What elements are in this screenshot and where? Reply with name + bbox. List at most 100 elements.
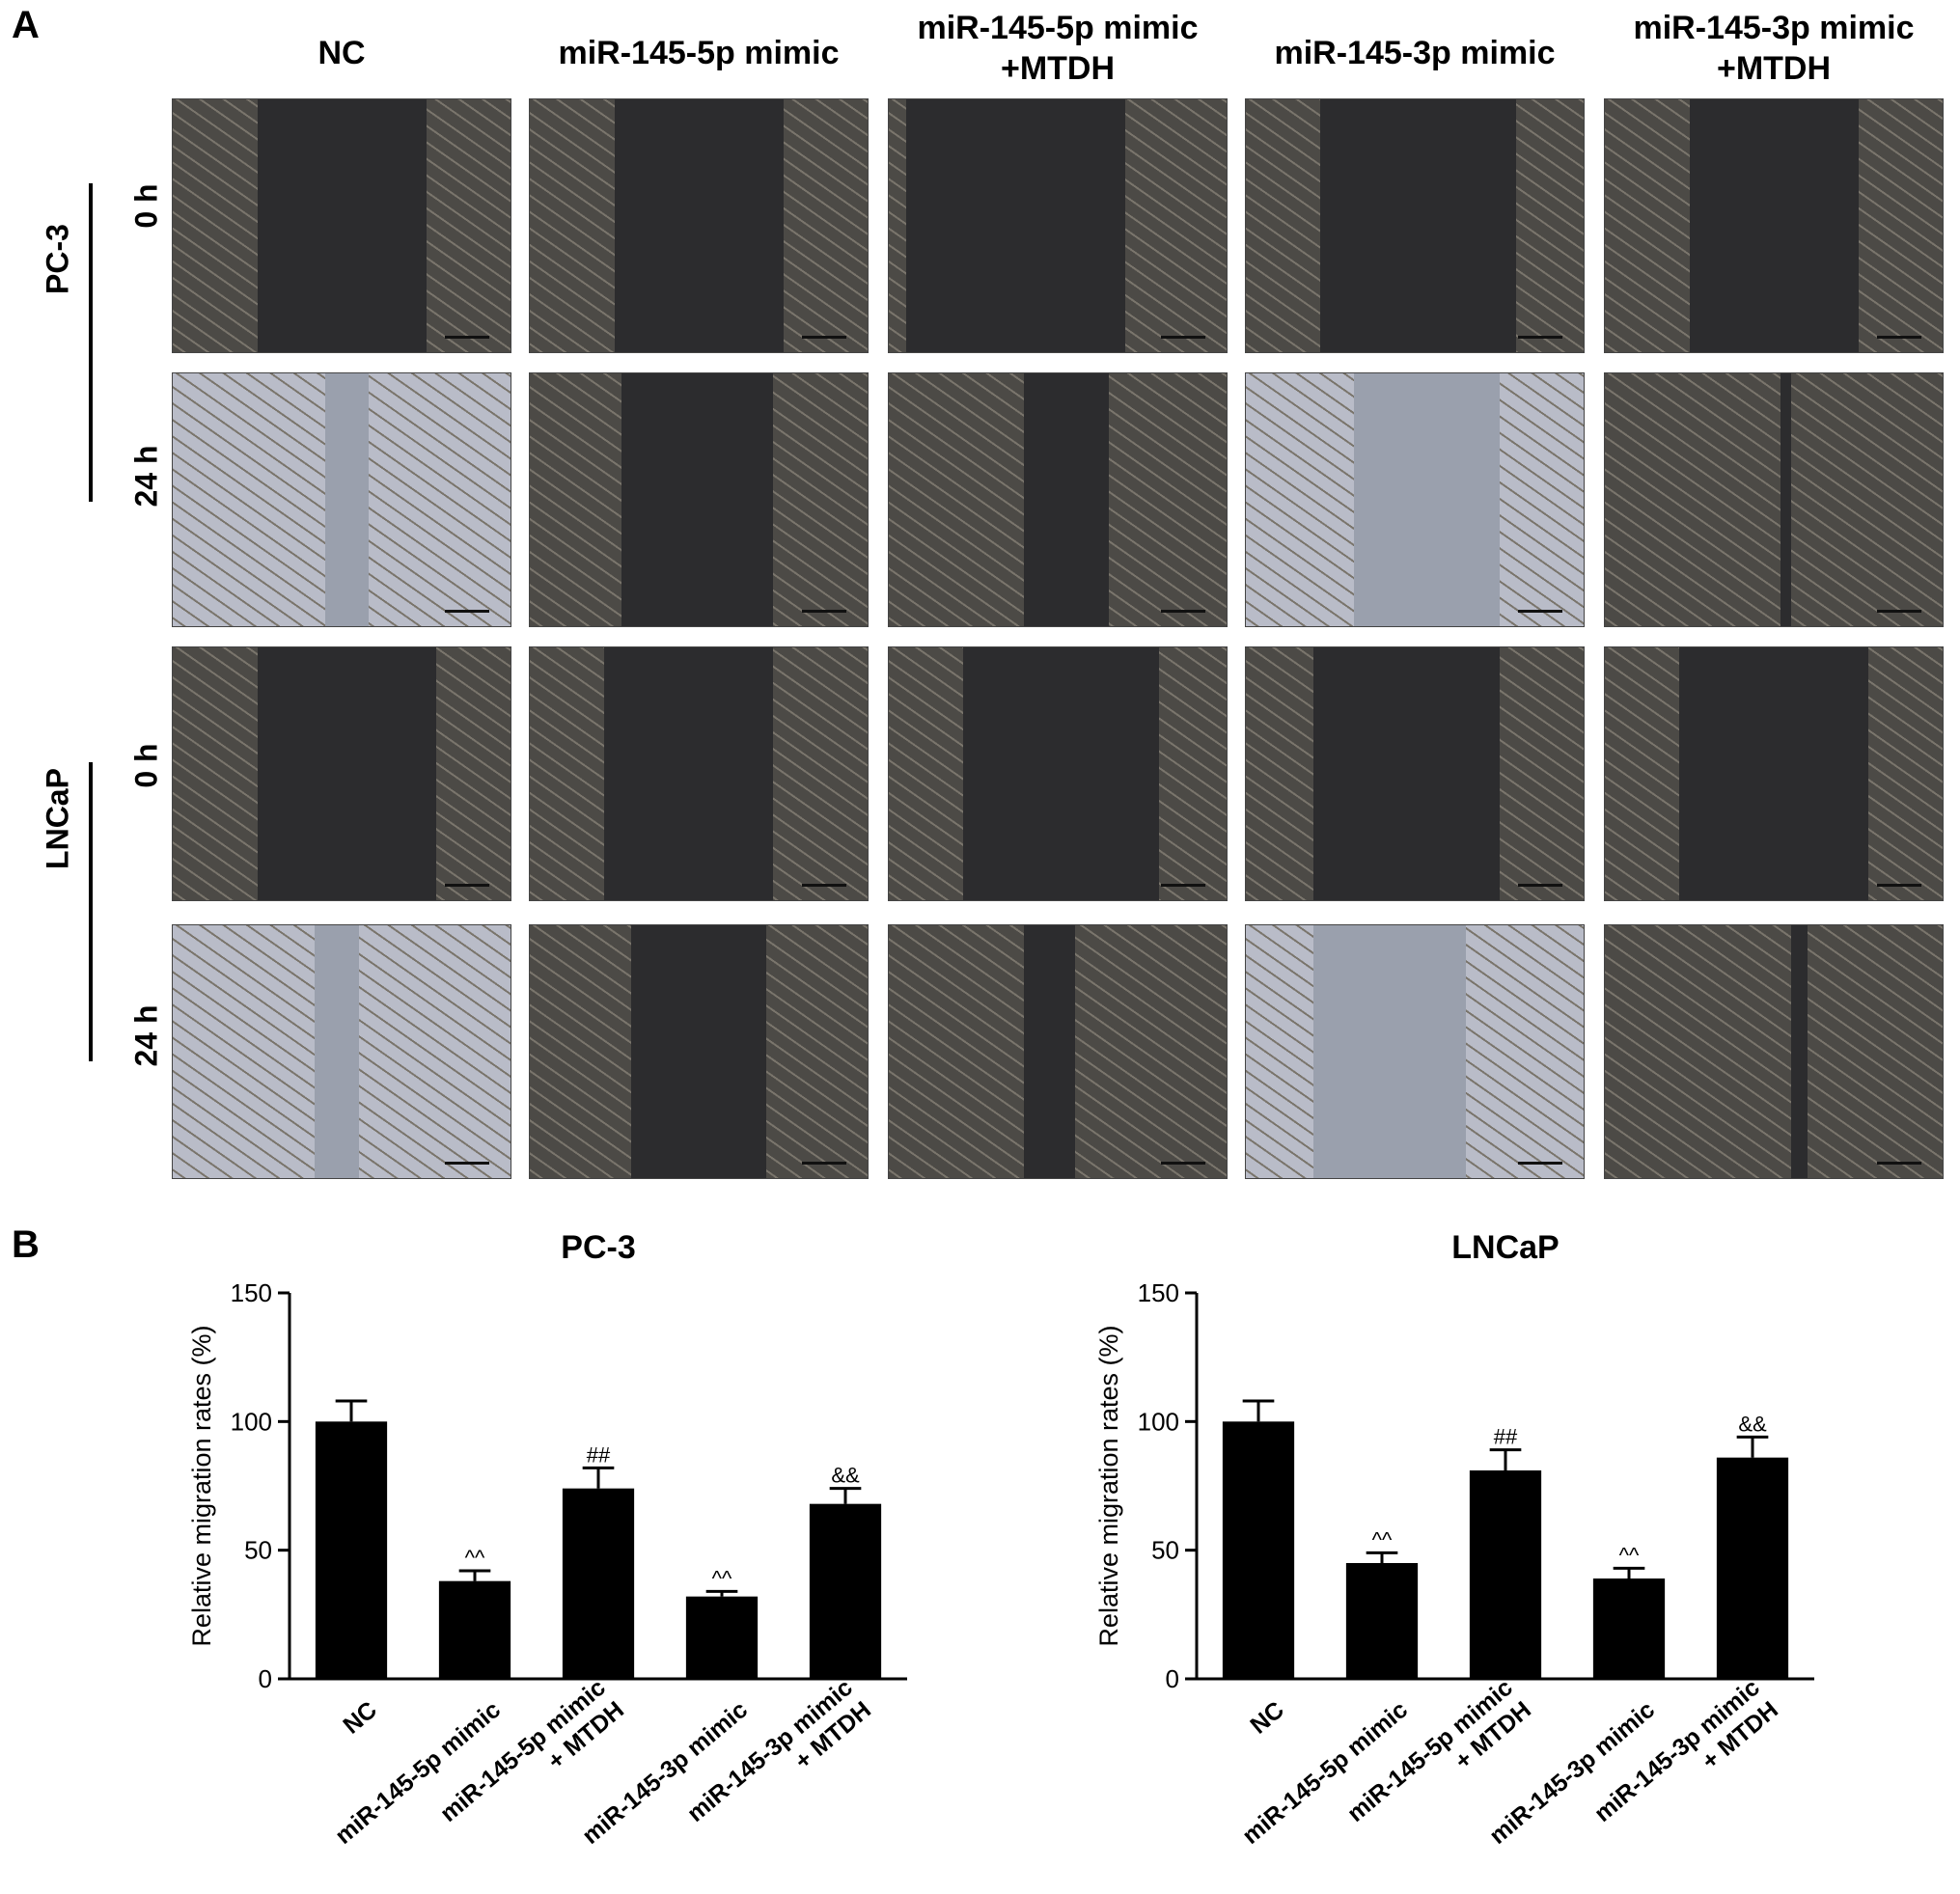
scale-bar [1161,884,1205,887]
y-tick-label: 0 [1166,1664,1179,1693]
micrograph-r0-c4 [1604,98,1944,353]
row-label-pc3: PC-3 [40,224,75,294]
bar-0 [315,1421,388,1679]
scale-bar [445,610,489,613]
scale-bar [1877,884,1921,887]
scale-bar [1161,336,1205,339]
micrograph-r2-c1 [529,646,869,901]
column-title-line: miR-145-3p mimic [1633,10,1915,46]
wound-gap [324,373,369,626]
significance-label-1: ^^ [465,1546,485,1570]
bar-3 [1592,1578,1666,1679]
chart-title: LNCaP [1451,1229,1559,1266]
wound-gap [315,925,359,1178]
wound-gap [1354,373,1500,626]
y-tick-label: 100 [231,1407,272,1436]
column-title-line: +MTDH [1716,50,1832,87]
significance-label-4: && [1738,1412,1767,1436]
scale-bar [802,884,846,887]
y-tick-label: 150 [231,1278,272,1307]
micrograph-r3-c3 [1245,924,1585,1179]
wound-gap [1679,647,1868,900]
significance-label-2: ## [587,1442,611,1467]
wound-gap [1689,99,1859,352]
timepoint-label-pc3-24h: 24 h [128,445,164,508]
micrograph-r2-c2 [888,646,1228,901]
column-title-line: miR-145-3p mimic [1274,35,1556,71]
wound-gap [1313,647,1500,900]
scale-bar [445,336,489,339]
row-label-lncap: LNCaP [40,768,75,869]
panel-b-letter: B [12,1223,40,1266]
y-tick-label: 150 [1138,1278,1179,1307]
scale-bar [802,610,846,613]
significance-label-1: ^^ [1372,1527,1393,1551]
panel-a-letter: A [12,4,40,46]
micrograph-r0-c2 [888,98,1228,353]
bar-1 [1345,1563,1419,1679]
x-tick-label-0: NC [338,1696,382,1740]
micrograph-r2-c3 [1245,646,1585,901]
y-axis-label: Relative migration rates (%) [1094,1325,1123,1646]
scale-bar [1518,610,1562,613]
bar-3 [685,1596,759,1679]
timepoint-label-lncap-24h: 24 h [128,1004,164,1067]
pc3-bracket-line [89,183,93,502]
wound-gap [1320,99,1516,352]
scale-bar [802,1162,846,1165]
column-title-2: miR-145-5p mimic +MTDH [884,8,1231,89]
bar-4 [809,1503,882,1679]
wound-gap [963,647,1159,900]
wound-gap [257,647,436,900]
x-tick-label-4: miR-145-3p mimic+ MTDH [682,1674,876,1827]
y-tick-label: 50 [1151,1536,1179,1565]
scale-bar [445,884,489,887]
column-title-line: NC [317,35,366,71]
wound-gap [1781,373,1791,626]
wound-gap [1024,373,1109,626]
timepoint-label-pc3-0h: 0 h [128,183,164,229]
wound-gap [257,99,427,352]
significance-label-3: ^^ [1619,1543,1640,1567]
column-title-4: miR-145-3p mimic +MTDH [1600,8,1947,89]
scale-bar [1161,1162,1205,1165]
scale-bar [1877,1162,1921,1165]
wound-gap [905,99,1125,352]
column-title-line: +MTDH [1000,50,1116,87]
x-tick-label-0: NC [1245,1696,1289,1740]
column-title-0: NC [168,33,515,73]
scale-bar [1518,1162,1562,1165]
bar-2 [562,1488,635,1679]
bar-0 [1222,1421,1295,1679]
column-title-line: miR-145-5p mimic [917,10,1199,46]
timepoint-label-lncap-0h: 0 h [128,743,164,788]
significance-label-3: ^^ [712,1566,732,1590]
micrograph-r3-c2 [888,924,1228,1179]
wound-gap [614,99,784,352]
significance-label-2: ## [1494,1425,1518,1449]
micrograph-r2-c0 [172,646,511,901]
wound-gap [1790,925,1808,1178]
micrograph-r1-c2 [888,372,1228,627]
micrograph-r3-c1 [529,924,869,1179]
scale-bar [802,336,846,339]
lncap-bracket-line [89,762,93,1061]
micrograph-r3-c4 [1604,924,1944,1179]
scale-bar [1161,610,1205,613]
column-title-1: miR-145-5p mimic [525,33,872,73]
wound-gap [604,647,773,900]
micrograph-r1-c0 [172,372,511,627]
chart-title: PC-3 [561,1229,635,1266]
scale-bar [445,1162,489,1165]
micrograph-r1-c3 [1245,372,1585,627]
bar-chart-pc3: PC-3 0 50 100 150 Relative migration rates (%… [187,1229,907,1850]
micrograph-r3-c0 [172,924,511,1179]
x-tick-label-4: miR-145-3p mimic+ MTDH [1589,1674,1783,1827]
significance-label-4: && [831,1464,860,1488]
micrograph-r0-c3 [1245,98,1585,353]
micrograph-r0-c0 [172,98,511,353]
y-tick-label: 50 [244,1536,272,1565]
scale-bar [1877,610,1921,613]
y-tick-label: 0 [259,1664,272,1693]
micrograph-r1-c4 [1604,372,1944,627]
